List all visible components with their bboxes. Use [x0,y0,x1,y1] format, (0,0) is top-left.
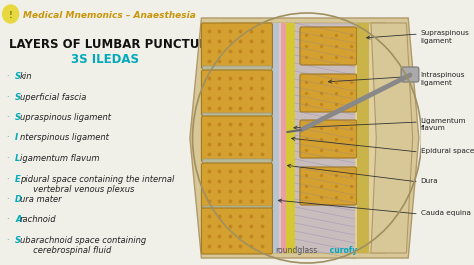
Text: I: I [15,134,18,143]
FancyBboxPatch shape [202,159,272,166]
Text: A: A [15,215,22,224]
Text: kin: kin [20,72,32,81]
Text: S: S [15,113,21,122]
Text: upraspinous ligament: upraspinous ligament [20,113,111,122]
Text: ·: · [7,195,12,204]
Text: S: S [15,236,21,245]
FancyBboxPatch shape [202,113,272,119]
Text: L: L [15,154,20,163]
Text: ·: · [7,134,12,143]
Text: !: ! [9,11,13,20]
Text: Supraspinous
ligament: Supraspinous ligament [420,30,470,43]
Text: curofy: curofy [327,246,357,255]
FancyBboxPatch shape [300,27,357,65]
FancyBboxPatch shape [401,67,419,82]
FancyBboxPatch shape [201,70,273,116]
Text: ·: · [7,236,12,245]
Polygon shape [371,23,413,253]
Text: Ligamentum
flavum: Ligamentum flavum [420,118,466,131]
Polygon shape [190,18,419,258]
Text: Medical Mnemonics – Anaesthesia: Medical Mnemonics – Anaesthesia [23,11,196,20]
Bar [286,23,295,253]
Text: 3S ILEDAS: 3S ILEDAS [71,53,139,66]
Text: roundglass: roundglass [275,246,317,255]
Circle shape [3,5,18,23]
FancyBboxPatch shape [300,120,357,158]
Bar [271,23,279,253]
Text: D: D [15,195,22,204]
Text: uperficial fascia: uperficial fascia [20,92,86,101]
Text: ubarachnoid space containing
     cerebrospinal fluid: ubarachnoid space containing cerebrospin… [20,236,146,255]
Text: Intraspinous
ligament: Intraspinous ligament [420,72,465,86]
FancyBboxPatch shape [300,74,357,112]
Text: ·: · [7,215,12,224]
Text: rachnoid: rachnoid [20,215,56,224]
Text: igamentum flavum: igamentum flavum [20,154,100,163]
Bar [282,23,286,253]
Bar [271,23,279,253]
FancyBboxPatch shape [201,208,273,254]
Text: ·: · [7,174,12,183]
Text: S: S [15,92,21,101]
Text: ura mater: ura mater [20,195,62,204]
Text: Cauda equina: Cauda equina [420,210,471,216]
FancyBboxPatch shape [201,116,273,162]
Bar [286,23,290,253]
Polygon shape [213,23,392,253]
Bar [357,23,369,253]
Text: S: S [15,72,21,81]
Text: nterspinous ligament: nterspinous ligament [20,134,109,143]
Text: ·: · [7,92,12,101]
Text: ·: · [7,113,12,122]
Bar [279,23,282,253]
FancyBboxPatch shape [201,163,273,209]
Text: Epidural space: Epidural space [420,148,474,154]
FancyBboxPatch shape [300,167,357,205]
Text: LAYERS OF LUMBAR PUNCTURE: LAYERS OF LUMBAR PUNCTURE [9,38,216,51]
Text: E: E [15,174,21,183]
FancyBboxPatch shape [201,23,273,69]
Text: pidural space containing the internal
     vertebral venous plexus: pidural space containing the internal ve… [20,174,174,194]
Text: Dura: Dura [420,178,438,184]
Text: ·: · [7,154,12,163]
Bar [295,23,355,253]
FancyBboxPatch shape [202,66,272,73]
Text: ·: · [7,72,12,81]
FancyBboxPatch shape [202,206,272,211]
